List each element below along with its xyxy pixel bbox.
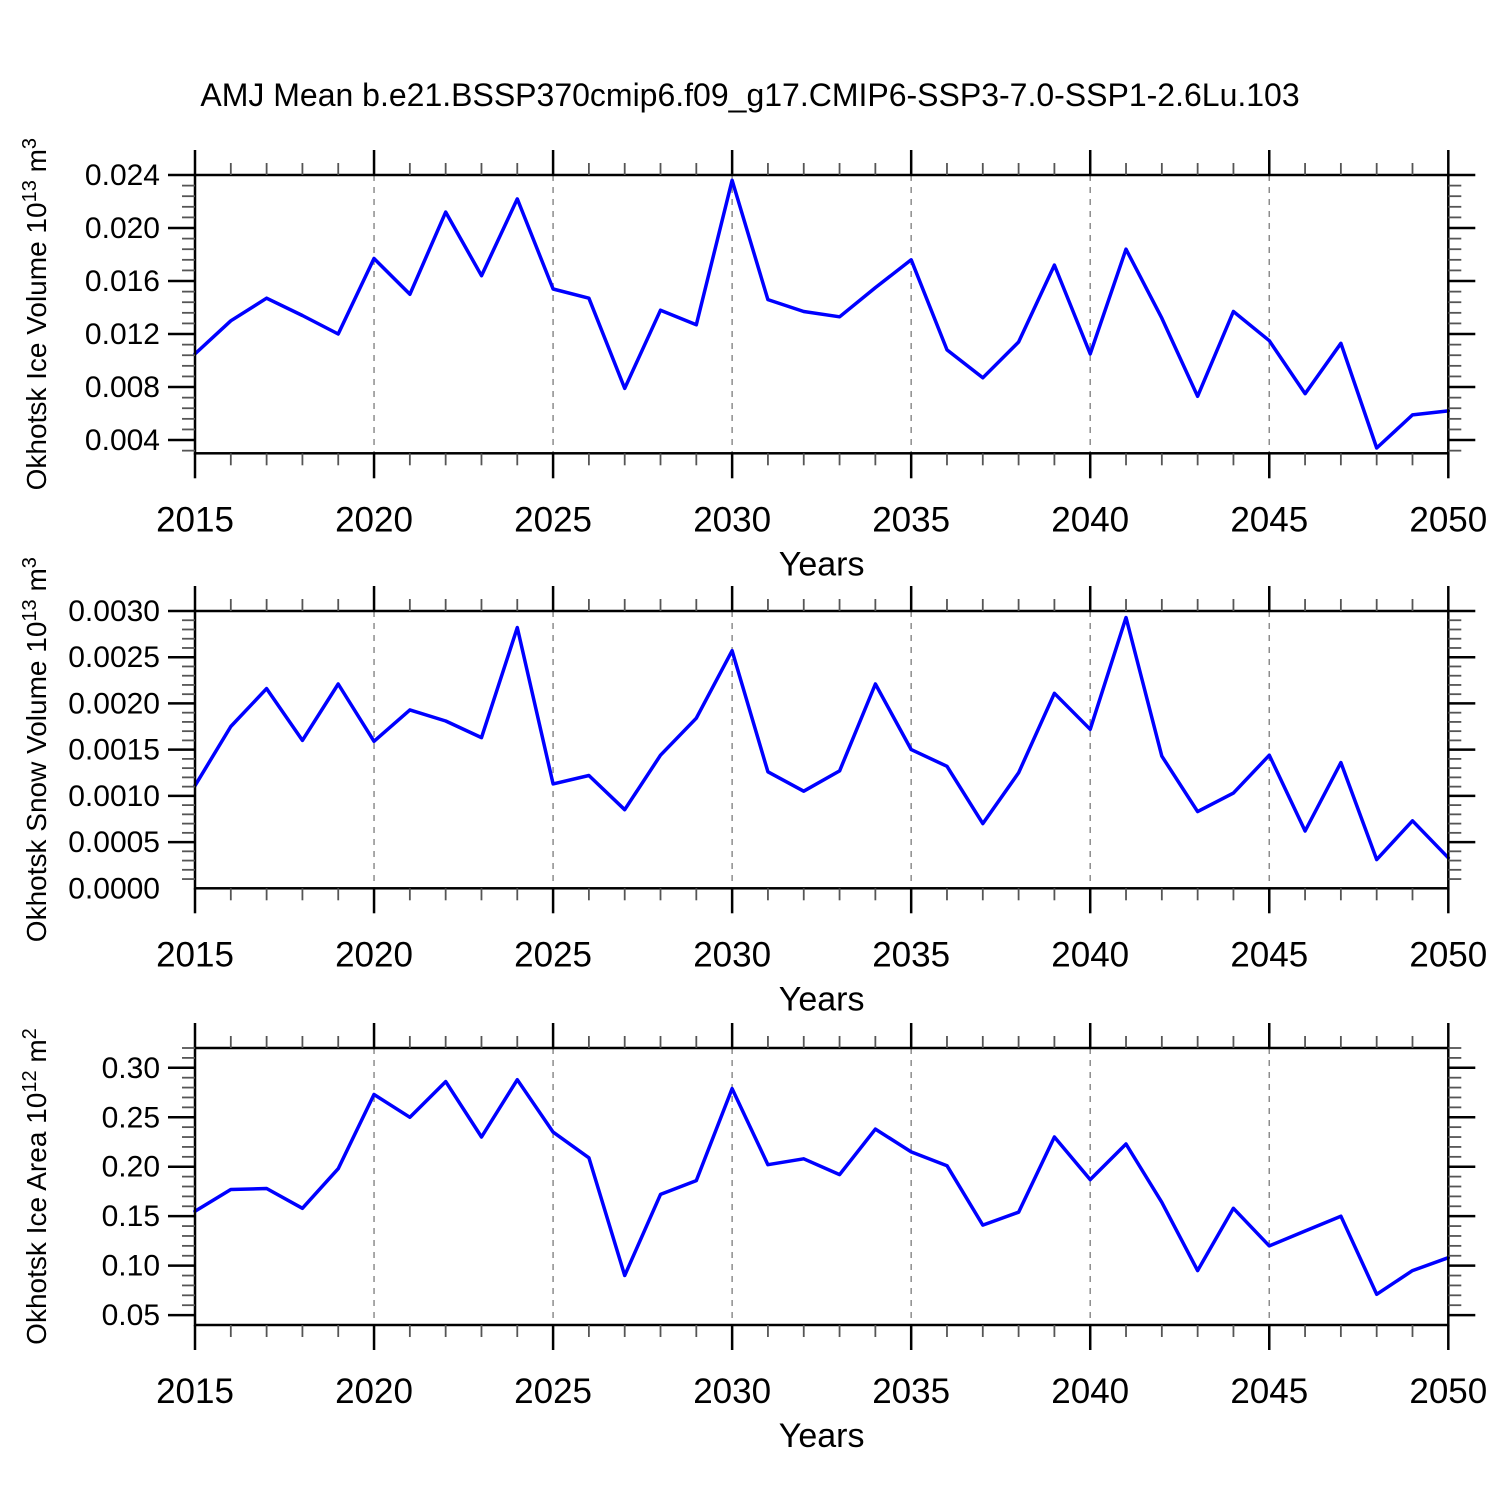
x-axis-title: Years	[779, 980, 865, 1018]
y-tick-label: 0.0030	[68, 595, 160, 628]
y-tick-label: 0.0005	[68, 826, 160, 859]
x-tick-label-2020: 2020	[335, 935, 413, 974]
x-tick-label-2035: 2035	[872, 1372, 950, 1411]
x-tick-label-2050: 2050	[1409, 935, 1487, 974]
y-tick-label: 0.20	[102, 1151, 160, 1184]
y-axis-title-ice-area: Okhotsk Ice Area 1012 m2	[19, 1028, 52, 1345]
y-tick-label: 0.0020	[68, 687, 160, 720]
superscript: 3	[19, 138, 41, 149]
y-tick-label: 0.024	[85, 159, 160, 192]
gridlines	[373, 611, 1271, 889]
x-tick-label-2015: 2015	[156, 1372, 234, 1411]
x-axis-ticks	[193, 586, 1450, 914]
x-tick-label-2020: 2020	[335, 500, 413, 539]
x-tick-label-2030: 2030	[693, 935, 771, 974]
y-tick-label: 0.008	[85, 371, 160, 404]
y-axis-ticks	[168, 173, 1476, 452]
x-tick-labels: 2015 2020 2025 2030 2035 2040 2045 2050	[156, 935, 1487, 974]
axis-frame	[193, 173, 1450, 455]
superscript: 13	[19, 180, 41, 202]
y-axis-title-snow-volume: Okhotsk Snow Volume 1013 m3	[19, 557, 52, 942]
y-axis-ticks	[168, 1047, 1476, 1317]
x-tick-labels: 2015 2020 2025 2030 2035 2040 2045 2050	[156, 500, 1487, 539]
y-tick-label: 0.0015	[68, 734, 160, 767]
x-tick-label-2025: 2025	[514, 500, 592, 539]
x-tick-label-2015: 2015	[156, 935, 234, 974]
x-tick-label-2015: 2015	[156, 500, 234, 539]
y-tick-label: 0.0025	[68, 641, 160, 674]
panel-snow-volume: 2015 2020 2025 2030 2035 2040 2045 20500.00000.…	[19, 557, 1487, 1018]
x-tick-label-2040: 2040	[1051, 1372, 1129, 1411]
x-tick-label-2040: 2040	[1051, 500, 1129, 539]
x-tick-label-2045: 2045	[1230, 1372, 1308, 1411]
data-line-snow-volume	[193, 615, 1451, 862]
x-tick-label-2045: 2045	[1230, 500, 1308, 539]
y-tick-label: 0.15	[102, 1200, 160, 1233]
x-tick-label-2045: 2045	[1230, 935, 1308, 974]
y-tick-label: 0.004	[85, 424, 160, 457]
y-tick-label: 0.012	[85, 318, 160, 351]
chart-title: AMJ Mean b.e21.BSSP370cmip6.f09_g17.CMIP…	[200, 77, 1299, 113]
axis-frame	[193, 1046, 1450, 1327]
gridlines	[373, 1048, 1271, 1325]
y-tick-label: 0.25	[102, 1101, 160, 1134]
superscript: 2	[19, 1028, 41, 1039]
x-axis-ticks	[193, 150, 1450, 479]
gridlines	[373, 175, 1271, 454]
x-axis-ticks	[193, 1023, 1450, 1350]
x-tick-label-2030: 2030	[693, 500, 771, 539]
y-tick-labels: 0.05 0.10 0.15 0.20 0.25 0.30	[102, 1052, 160, 1332]
y-tick-label: 0.30	[102, 1052, 160, 1085]
x-tick-label-2030: 2030	[693, 1372, 771, 1411]
y-axis-title-ice-volume: Okhotsk Ice Volume 1013 m3	[19, 138, 52, 490]
y-axis-ticks	[168, 609, 1476, 880]
x-axis-title: Years	[779, 545, 865, 583]
x-tick-label-2040: 2040	[1051, 935, 1129, 974]
y-tick-label: 0.0010	[68, 780, 160, 813]
data-line-ice-area	[193, 1077, 1451, 1297]
x-tick-label-2050: 2050	[1409, 500, 1487, 539]
x-tick-labels: 2015 2020 2025 2030 2035 2040 2045 2050	[156, 1372, 1487, 1411]
x-tick-label-2050: 2050	[1409, 1372, 1487, 1411]
superscript: 12	[19, 1070, 41, 1092]
x-tick-label-2035: 2035	[872, 935, 950, 974]
y-tick-label: 0.05	[102, 1299, 160, 1332]
y-tick-label: 0.10	[102, 1250, 160, 1283]
x-axis-title: Years	[779, 1417, 865, 1455]
y-tick-labels: 0.0000 0.0005 0.0010 0.0015 0.0020 0.0025 0.00…	[68, 595, 160, 905]
y-tick-label: 0.016	[85, 265, 160, 298]
x-tick-label-2035: 2035	[872, 500, 950, 539]
superscript: 3	[19, 557, 41, 568]
x-tick-label-2025: 2025	[514, 1372, 592, 1411]
data-line-ice-volume	[193, 178, 1451, 450]
y-tick-label: 0.020	[85, 212, 160, 245]
x-tick-label-2020: 2020	[335, 1372, 413, 1411]
superscript: 13	[19, 599, 41, 621]
axis-frame	[193, 609, 1450, 890]
y-tick-label: 0.0000	[68, 872, 160, 905]
panel-ice-area: 2015 2020 2025 2030 2035 2040 2045 2050 0.05 0.10…	[19, 1023, 1487, 1455]
x-tick-label-2025: 2025	[514, 935, 592, 974]
panel-ice-volume: 2015 2020 2025 2030 2035 2040 2045 20500.0040.0…	[19, 138, 1487, 583]
y-tick-labels: 0.004 0.008 0.012 0.016 0.020 0.024	[85, 159, 160, 457]
